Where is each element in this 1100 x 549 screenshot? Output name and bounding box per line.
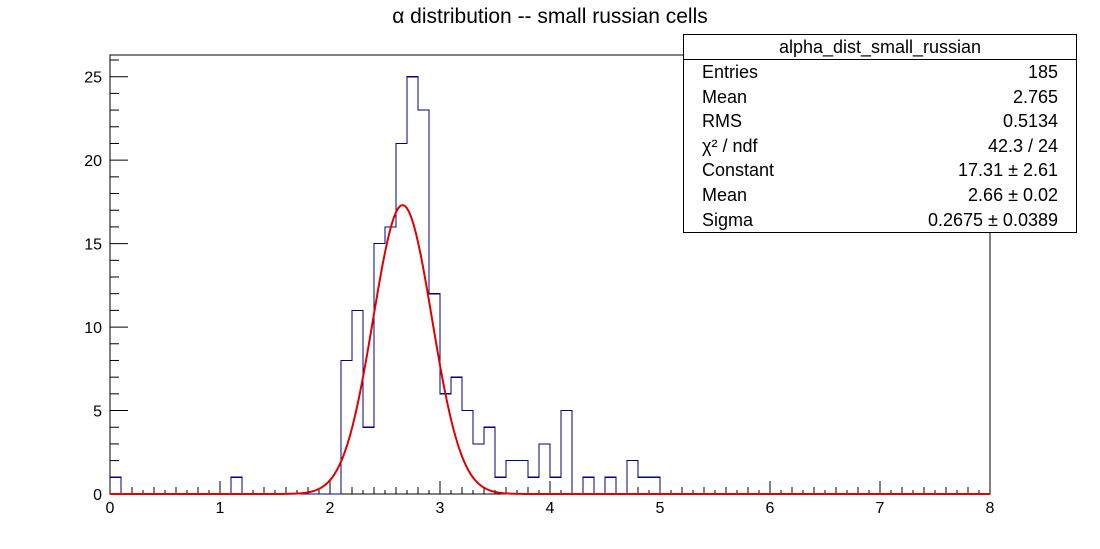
x-tick-label: 0 [106, 500, 115, 517]
x-tick-label: 5 [656, 500, 665, 517]
stat-value: 0.2675 ± 0.0389 [928, 208, 1058, 233]
histogram-bin [451, 377, 462, 494]
stats-title: alpha_dist_small_russian [684, 35, 1076, 60]
histogram-bin [484, 427, 495, 494]
histogram-bin [407, 77, 418, 494]
histogram-bin [462, 411, 473, 494]
stat-value: 17.31 ± 2.61 [958, 158, 1058, 183]
histogram-bin [506, 461, 517, 494]
y-tick-label: 0 [93, 487, 102, 504]
histogram-bin [341, 360, 352, 494]
x-tick-label: 4 [546, 500, 555, 517]
y-tick-label: 10 [84, 320, 102, 337]
stats-row-chi2: χ² / ndf 42.3 / 24 [684, 134, 1076, 159]
histogram-bin [528, 477, 539, 494]
stats-row-entries: Entries 185 [684, 60, 1076, 85]
histogram-bin [539, 444, 550, 494]
stat-label: Mean [702, 183, 747, 208]
y-tick-label: 20 [84, 153, 102, 170]
y-tick-label: 15 [84, 237, 102, 254]
stats-row-constant: Constant 17.31 ± 2.61 [684, 158, 1076, 183]
x-tick-label: 1 [216, 500, 225, 517]
y-tick-label: 25 [84, 70, 102, 87]
histogram-bin [583, 477, 594, 494]
histogram-bin [231, 477, 242, 494]
histogram-bin [517, 461, 528, 494]
histogram-bin [396, 143, 407, 494]
stats-box: alpha_dist_small_russian Entries 185 Mea… [683, 34, 1077, 233]
plot-title: α distribution -- small russian cells [0, 5, 1100, 29]
stat-label: χ² / ndf [702, 134, 757, 159]
x-tick-label: 6 [766, 500, 775, 517]
histogram-bin [110, 477, 121, 494]
stat-label: Entries [702, 60, 758, 85]
x-tick-label: 8 [986, 500, 995, 517]
stat-value: 185 [1028, 60, 1058, 85]
y-tick-label: 5 [93, 404, 102, 421]
histogram-bin [385, 227, 396, 494]
stats-row-fit-mean: Mean 2.66 ± 0.02 [684, 183, 1076, 208]
stat-label: RMS [702, 109, 742, 134]
stats-row-sigma: Sigma 0.2675 ± 0.0389 [684, 208, 1076, 233]
histogram-bin [638, 477, 649, 494]
stat-value: 0.5134 [1003, 109, 1058, 134]
stats-row-rms: RMS 0.5134 [684, 109, 1076, 134]
histogram-bin [429, 294, 440, 494]
x-tick-label: 7 [876, 500, 885, 517]
histogram-bin [550, 477, 561, 494]
histogram-bin [627, 461, 638, 494]
histogram-bin [561, 411, 572, 494]
histogram-bin [418, 110, 429, 494]
x-tick-label: 2 [326, 500, 335, 517]
stat-label: Sigma [702, 208, 753, 233]
stat-label: Mean [702, 85, 747, 110]
stats-row-mean: Mean 2.765 [684, 85, 1076, 110]
stat-value: 2.66 ± 0.02 [968, 183, 1058, 208]
stat-label: Constant [702, 158, 774, 183]
histogram-bin [363, 427, 374, 494]
stat-value: 2.765 [1013, 85, 1058, 110]
stat-value: 42.3 / 24 [988, 134, 1058, 159]
histogram-bin [649, 477, 660, 494]
x-tick-label: 3 [436, 500, 445, 517]
histogram-bin [605, 477, 616, 494]
